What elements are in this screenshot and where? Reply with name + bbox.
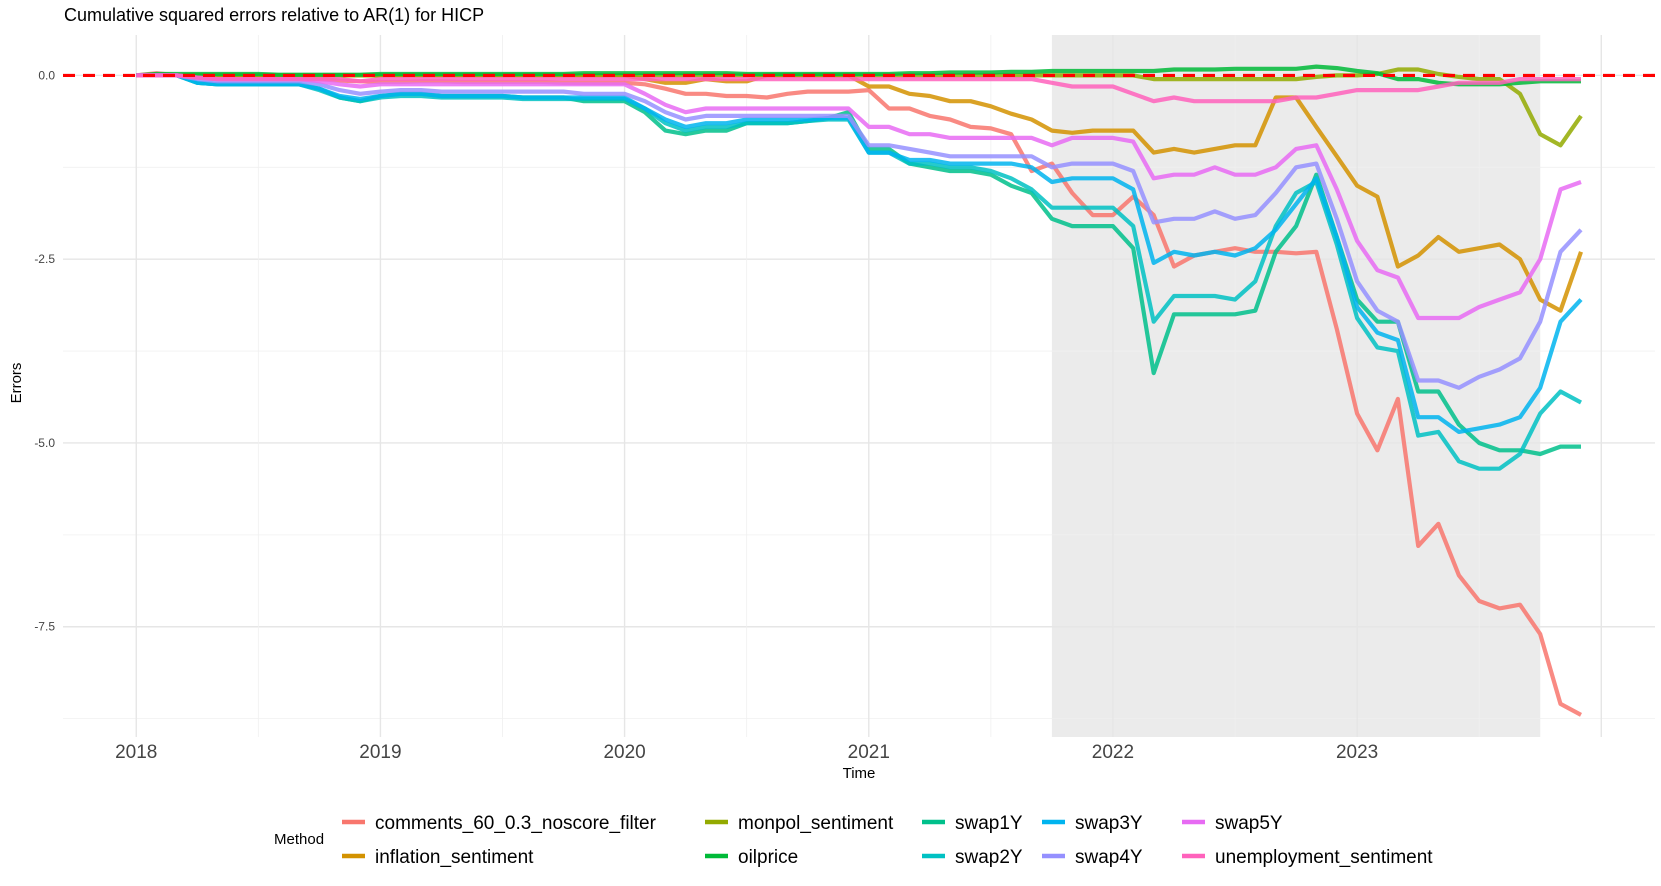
legend-label: unemployment_sentiment: [1215, 847, 1433, 868]
legend-label: oilprice: [738, 847, 798, 868]
y-tick-labels: 0.0 -2.5 -5.0 -7.5: [34, 68, 55, 633]
x-tick-label: 2022: [1092, 742, 1134, 763]
y-axis-title: Errors: [8, 363, 25, 404]
legend-label: swap5Y: [1215, 813, 1283, 834]
x-tick-labels: 2018 2019 2020 2021 2022 2023: [115, 742, 1378, 763]
legend-label: swap1Y: [955, 813, 1023, 834]
y-tick-label: -2.5: [34, 252, 55, 266]
grid-lines: [63, 35, 1655, 737]
legend-label: swap4Y: [1075, 847, 1143, 868]
y-tick-label: -5.0: [34, 436, 55, 450]
series-line-8: [136, 73, 1582, 321]
x-tick-label: 2021: [848, 742, 890, 763]
x-tick-label: 2023: [1336, 742, 1378, 763]
x-tick-label: 2020: [603, 742, 645, 763]
series-lines: [136, 64, 1583, 717]
legend-label: comments_60_0.3_noscore_filter: [375, 813, 657, 834]
chart-title: Cumulative squared errors relative to AR…: [64, 5, 484, 25]
y-tick-label: -7.5: [34, 620, 55, 634]
series-line-7: [136, 73, 1583, 390]
legend-label: swap3Y: [1075, 813, 1143, 834]
series-line-9: [136, 73, 1581, 104]
x-tick-label: 2019: [359, 742, 401, 763]
legend-title: Method: [274, 831, 324, 848]
legend: Method comments_60_0.3_noscore_filterinf…: [274, 813, 1433, 868]
series-line-0: [136, 71, 1582, 717]
x-tick-label: 2018: [115, 742, 157, 763]
x-axis-title: Time: [843, 765, 876, 782]
legend-label: monpol_sentiment: [738, 813, 894, 834]
y-tick-label: 0.0: [38, 68, 55, 82]
legend-label: inflation_sentiment: [375, 847, 534, 868]
series-line-3: [136, 64, 1581, 87]
legend-label: swap2Y: [955, 847, 1023, 868]
series-line-6: [136, 73, 1583, 434]
